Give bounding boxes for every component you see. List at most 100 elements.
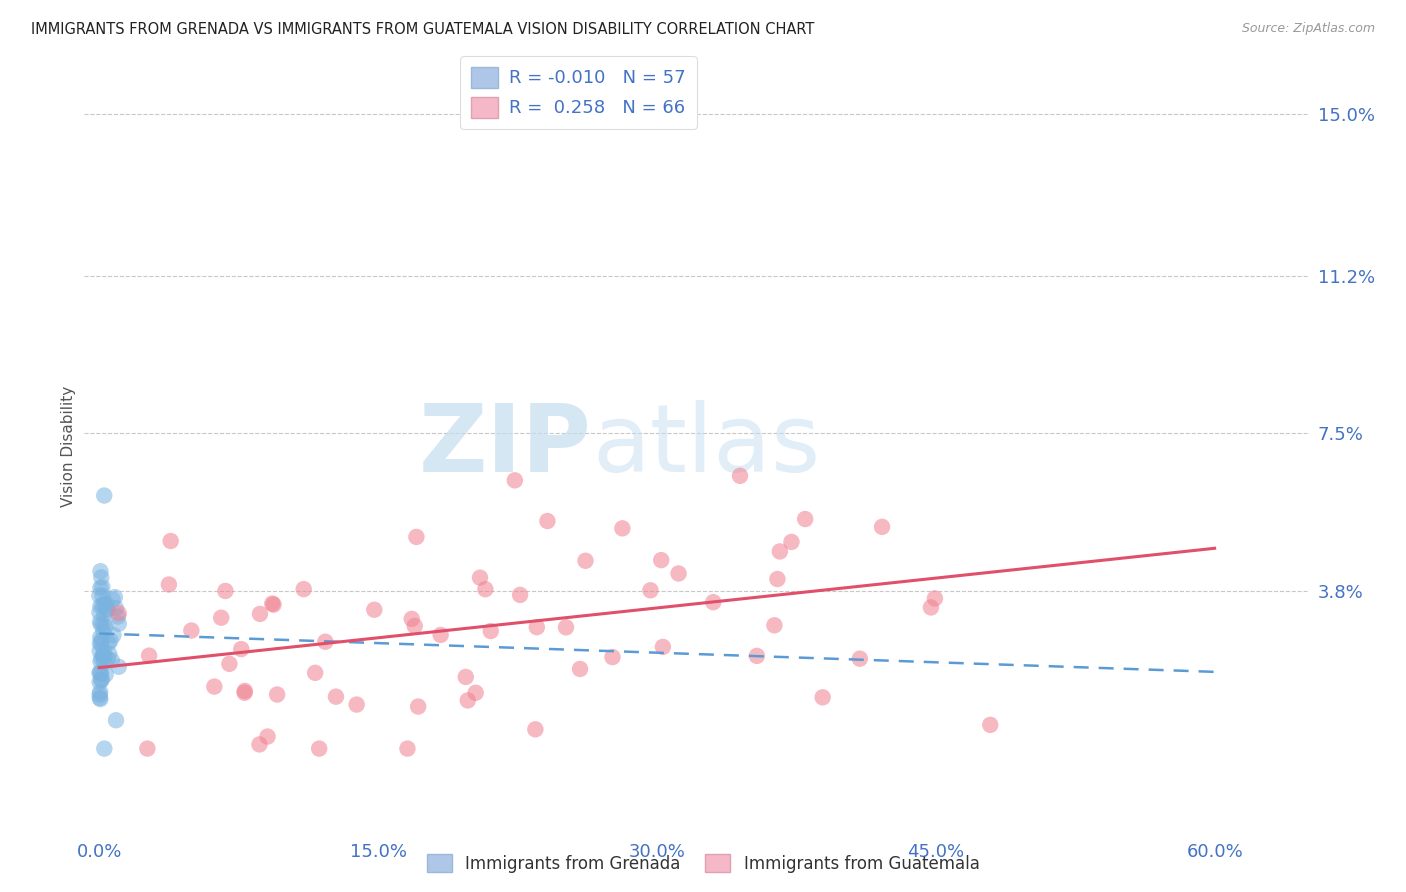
Point xyxy=(780,535,803,549)
Point xyxy=(249,607,271,621)
Point xyxy=(468,571,491,585)
Point xyxy=(89,666,111,681)
Point xyxy=(745,648,768,663)
Point xyxy=(89,581,111,595)
Point xyxy=(91,616,114,631)
Point xyxy=(93,648,115,663)
Point xyxy=(93,655,115,669)
Point xyxy=(209,610,232,624)
Point xyxy=(262,597,284,611)
Point xyxy=(405,530,427,544)
Point xyxy=(457,693,479,707)
Point xyxy=(93,741,115,756)
Legend: R = -0.010   N = 57, R =  0.258   N = 66: R = -0.010 N = 57, R = 0.258 N = 66 xyxy=(460,56,696,128)
Point xyxy=(89,564,111,578)
Point xyxy=(91,624,114,638)
Point xyxy=(107,660,129,674)
Point xyxy=(94,620,117,634)
Point xyxy=(97,636,120,650)
Point xyxy=(90,673,112,687)
Point xyxy=(94,667,117,681)
Point xyxy=(763,618,786,632)
Point xyxy=(794,512,817,526)
Point xyxy=(103,628,125,642)
Point xyxy=(90,636,112,650)
Point xyxy=(401,612,423,626)
Point xyxy=(105,713,128,727)
Point xyxy=(104,601,127,615)
Point xyxy=(503,473,526,487)
Point xyxy=(728,468,751,483)
Point xyxy=(304,665,326,680)
Point xyxy=(396,741,419,756)
Point xyxy=(90,570,112,584)
Point xyxy=(924,591,946,606)
Point xyxy=(811,690,834,705)
Point xyxy=(346,698,368,712)
Text: Source: ZipAtlas.com: Source: ZipAtlas.com xyxy=(1241,22,1375,36)
Point xyxy=(231,642,253,657)
Point xyxy=(555,620,578,634)
Point xyxy=(602,650,624,665)
Point xyxy=(89,685,111,699)
Point xyxy=(474,582,496,597)
Point xyxy=(90,632,112,647)
Point xyxy=(202,680,225,694)
Point xyxy=(404,619,426,633)
Point xyxy=(870,520,893,534)
Point xyxy=(90,655,112,669)
Point xyxy=(97,602,120,616)
Point xyxy=(93,649,115,664)
Point xyxy=(702,595,724,609)
Point xyxy=(650,553,672,567)
Point xyxy=(325,690,347,704)
Point xyxy=(920,600,942,615)
Point xyxy=(98,647,121,661)
Point xyxy=(640,583,662,598)
Point xyxy=(536,514,558,528)
Point xyxy=(509,588,531,602)
Point xyxy=(406,699,429,714)
Point xyxy=(157,577,180,591)
Point xyxy=(159,534,181,549)
Point xyxy=(218,657,240,671)
Point xyxy=(107,606,129,620)
Point xyxy=(263,598,285,612)
Point xyxy=(526,620,548,634)
Point xyxy=(314,634,336,648)
Point xyxy=(233,686,256,700)
Point xyxy=(89,644,111,658)
Point xyxy=(180,624,202,638)
Point xyxy=(89,687,111,701)
Point xyxy=(292,582,315,596)
Point xyxy=(256,730,278,744)
Point xyxy=(90,667,112,681)
Point xyxy=(849,651,872,665)
Point xyxy=(668,566,690,581)
Point xyxy=(233,684,256,698)
Point xyxy=(136,741,159,756)
Point xyxy=(91,649,114,664)
Point xyxy=(91,589,114,603)
Point xyxy=(94,597,117,611)
Point xyxy=(574,554,596,568)
Point xyxy=(91,599,114,613)
Point xyxy=(89,599,111,614)
Point xyxy=(91,580,114,594)
Point xyxy=(90,673,112,687)
Point xyxy=(266,688,288,702)
Point xyxy=(90,617,112,632)
Text: atlas: atlas xyxy=(592,400,820,492)
Point xyxy=(464,686,486,700)
Point xyxy=(89,675,111,690)
Point xyxy=(89,690,111,705)
Point xyxy=(96,602,118,616)
Text: ZIP: ZIP xyxy=(419,400,592,492)
Point xyxy=(104,590,127,604)
Point xyxy=(363,603,385,617)
Point xyxy=(89,589,111,603)
Point xyxy=(107,609,129,624)
Point xyxy=(107,616,129,631)
Point xyxy=(89,606,111,620)
Point xyxy=(93,607,115,622)
